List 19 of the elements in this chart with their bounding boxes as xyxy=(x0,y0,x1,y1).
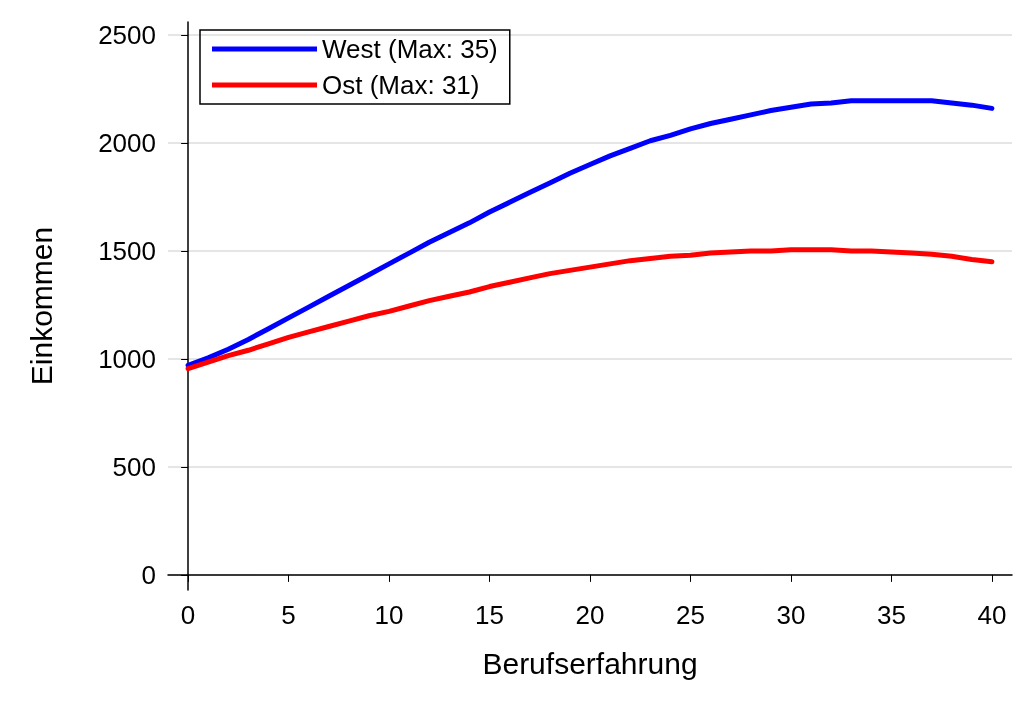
x-tick-label: 25 xyxy=(676,600,705,630)
y-tick-label: 1000 xyxy=(98,343,156,374)
y-tick-label: 1500 xyxy=(98,235,156,266)
x-axis-title: Berufserfahrung xyxy=(482,646,698,680)
x-tick-label: 15 xyxy=(475,600,504,630)
x-tick-label: 40 xyxy=(977,600,1007,630)
y-tick-label: 500 xyxy=(112,451,156,482)
x-tick-label: 35 xyxy=(876,600,906,630)
y-axis-title: Einkommen xyxy=(24,226,58,386)
x-tick-label: 10 xyxy=(374,600,404,630)
y-tick-label: 0 xyxy=(141,559,156,590)
x-tick-label: 20 xyxy=(575,600,605,630)
legend-label: West (Max: 35) xyxy=(322,34,498,64)
y-tick-label: 2500 xyxy=(98,19,156,50)
x-tick-label: 30 xyxy=(776,600,806,630)
y-tick-label: 2000 xyxy=(98,127,156,158)
x-tick-label: 5 xyxy=(281,600,296,630)
legend-label: Ost (Max: 31) xyxy=(322,70,480,100)
x-tick-label: 0 xyxy=(180,600,196,630)
